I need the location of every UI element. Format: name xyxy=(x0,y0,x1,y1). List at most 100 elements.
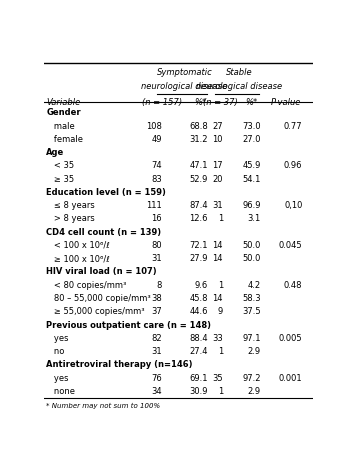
Text: 0.77: 0.77 xyxy=(284,122,302,130)
Text: 17: 17 xyxy=(212,161,223,170)
Text: < 100 x 10⁶/ℓ: < 100 x 10⁶/ℓ xyxy=(46,241,110,250)
Text: 74: 74 xyxy=(151,161,162,170)
Text: 16: 16 xyxy=(151,214,162,223)
Text: 69.1: 69.1 xyxy=(190,374,208,382)
Text: Symptomatic: Symptomatic xyxy=(157,68,212,77)
Text: 0.001: 0.001 xyxy=(279,374,302,382)
Text: 27: 27 xyxy=(212,122,223,130)
Text: 14: 14 xyxy=(212,254,223,263)
Text: 14: 14 xyxy=(212,294,223,303)
Text: 14: 14 xyxy=(212,241,223,250)
Text: 35: 35 xyxy=(212,374,223,382)
Text: 31: 31 xyxy=(212,201,223,210)
Text: %*: %* xyxy=(245,98,257,107)
Text: 37: 37 xyxy=(151,307,162,316)
Text: 10: 10 xyxy=(212,135,223,144)
Text: CD4 cell count (n = 139): CD4 cell count (n = 139) xyxy=(46,228,161,237)
Text: Age: Age xyxy=(46,148,64,157)
Text: 33: 33 xyxy=(212,334,223,343)
Text: ≤ 8 years: ≤ 8 years xyxy=(46,201,95,210)
Text: 96.9: 96.9 xyxy=(242,201,261,210)
Text: 0.96: 0.96 xyxy=(284,161,302,170)
Text: neurological disease: neurological disease xyxy=(196,82,282,91)
Text: HIV viral load (n = 107): HIV viral load (n = 107) xyxy=(46,267,157,276)
Text: < 35: < 35 xyxy=(46,161,74,170)
Text: 0.48: 0.48 xyxy=(284,281,302,290)
Text: 111: 111 xyxy=(147,201,162,210)
Text: 0.005: 0.005 xyxy=(279,334,302,343)
Text: P-value: P-value xyxy=(271,98,301,107)
Text: none: none xyxy=(46,387,75,396)
Text: 27.4: 27.4 xyxy=(190,347,208,356)
Text: (n = 37): (n = 37) xyxy=(203,98,238,107)
Text: 47.1: 47.1 xyxy=(190,161,208,170)
Text: 45.9: 45.9 xyxy=(242,161,261,170)
Text: 58.3: 58.3 xyxy=(242,294,261,303)
Text: * Number may not sum to 100%: * Number may not sum to 100% xyxy=(46,402,160,409)
Text: 3.1: 3.1 xyxy=(247,214,261,223)
Text: 49: 49 xyxy=(152,135,162,144)
Text: 72.1: 72.1 xyxy=(190,241,208,250)
Text: 37.5: 37.5 xyxy=(242,307,261,316)
Text: 80 – 55,000 copie/mm³: 80 – 55,000 copie/mm³ xyxy=(46,294,151,303)
Text: 87.4: 87.4 xyxy=(189,201,208,210)
Text: 108: 108 xyxy=(146,122,162,130)
Text: 44.6: 44.6 xyxy=(190,307,208,316)
Text: Antiretroviral therapy (n=146): Antiretroviral therapy (n=146) xyxy=(46,360,193,369)
Text: 31.2: 31.2 xyxy=(190,135,208,144)
Text: 2.9: 2.9 xyxy=(247,347,261,356)
Text: female: female xyxy=(46,135,83,144)
Text: 34: 34 xyxy=(151,387,162,396)
Text: yes: yes xyxy=(46,374,69,382)
Text: 38: 38 xyxy=(151,294,162,303)
Text: 50.0: 50.0 xyxy=(242,241,261,250)
Text: 52.9: 52.9 xyxy=(190,175,208,184)
Text: 1: 1 xyxy=(218,387,223,396)
Text: Previous outpatient care (n = 148): Previous outpatient care (n = 148) xyxy=(46,321,211,329)
Text: 73.0: 73.0 xyxy=(242,122,261,130)
Text: Stable: Stable xyxy=(226,68,252,77)
Text: 80: 80 xyxy=(151,241,162,250)
Text: ≥ 100 x 10⁶/ℓ: ≥ 100 x 10⁶/ℓ xyxy=(46,254,110,263)
Text: 27.0: 27.0 xyxy=(242,135,261,144)
Text: > 8 years: > 8 years xyxy=(46,214,95,223)
Text: 97.2: 97.2 xyxy=(242,374,261,382)
Text: 0,10: 0,10 xyxy=(284,201,302,210)
Text: %*: %* xyxy=(194,98,206,107)
Text: 1: 1 xyxy=(218,214,223,223)
Text: neurological disease: neurological disease xyxy=(141,82,228,91)
Text: 1: 1 xyxy=(218,281,223,290)
Text: Variable: Variable xyxy=(46,98,80,107)
Text: 31: 31 xyxy=(151,254,162,263)
Text: yes: yes xyxy=(46,334,69,343)
Text: 88.4: 88.4 xyxy=(189,334,208,343)
Text: < 80 copies/mm³: < 80 copies/mm³ xyxy=(46,281,127,290)
Text: 82: 82 xyxy=(151,334,162,343)
Text: 50.0: 50.0 xyxy=(242,254,261,263)
Text: ≥ 35: ≥ 35 xyxy=(46,175,74,184)
Text: 76: 76 xyxy=(151,374,162,382)
Text: 4.2: 4.2 xyxy=(247,281,261,290)
Text: 83: 83 xyxy=(151,175,162,184)
Text: 1: 1 xyxy=(218,347,223,356)
Text: male: male xyxy=(46,122,75,130)
Text: ≥ 55,000 copies/mm³: ≥ 55,000 copies/mm³ xyxy=(46,307,145,316)
Text: 30.9: 30.9 xyxy=(190,387,208,396)
Text: Gender: Gender xyxy=(46,108,81,117)
Text: 0.045: 0.045 xyxy=(279,241,302,250)
Text: 12.6: 12.6 xyxy=(190,214,208,223)
Text: Education level (n = 159): Education level (n = 159) xyxy=(46,188,166,197)
Text: 9.6: 9.6 xyxy=(195,281,208,290)
Text: 27.9: 27.9 xyxy=(190,254,208,263)
Text: 45.8: 45.8 xyxy=(190,294,208,303)
Text: 20: 20 xyxy=(212,175,223,184)
Text: 97.1: 97.1 xyxy=(242,334,261,343)
Text: 31: 31 xyxy=(151,347,162,356)
Text: 2.9: 2.9 xyxy=(247,387,261,396)
Text: 54.1: 54.1 xyxy=(242,175,261,184)
Text: (n = 157): (n = 157) xyxy=(142,98,182,107)
Text: 9: 9 xyxy=(218,307,223,316)
Text: 68.8: 68.8 xyxy=(189,122,208,130)
Text: no: no xyxy=(46,347,65,356)
Text: 8: 8 xyxy=(157,281,162,290)
